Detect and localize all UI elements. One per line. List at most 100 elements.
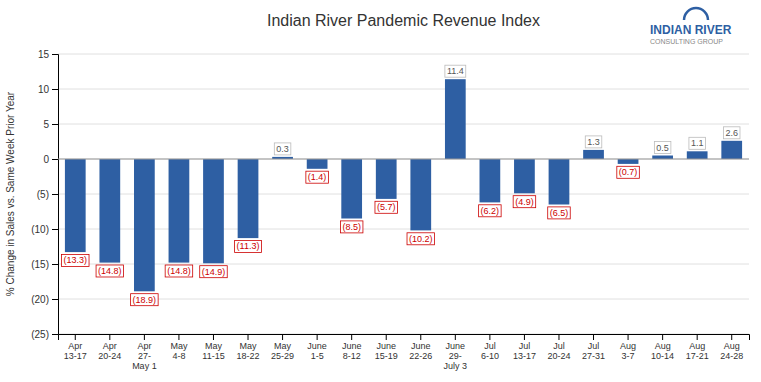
x-tick: June15-19 — [375, 334, 398, 361]
x-tick: June22-26 — [409, 334, 432, 361]
logo-arc — [684, 8, 708, 20]
data-label-box — [585, 136, 602, 148]
y-tick-label: (20) — [31, 294, 49, 305]
x-tick: May11-15 — [202, 334, 224, 361]
data-label-box — [548, 207, 571, 219]
bar — [376, 159, 397, 199]
bar — [480, 159, 501, 202]
grid-line — [58, 299, 749, 300]
x-tick-label: June8-12 — [342, 341, 362, 361]
x-tick: May4-8 — [170, 334, 188, 361]
data-labels: (13.3) (14.8) (18.9) (14.8) (14.9) (11.3) 0.3 (… — [62, 65, 740, 305]
x-tick-label: Apr20-24 — [98, 341, 121, 361]
data-label: (11.3) — [237, 241, 260, 251]
x-tick-mark — [386, 334, 387, 340]
data-label: (14.9) — [202, 267, 226, 277]
bar — [238, 159, 259, 238]
grid-line — [58, 229, 749, 230]
data-label: (6.5) — [550, 208, 569, 218]
y-tick: 5 — [43, 119, 58, 130]
bar — [65, 159, 86, 252]
y-tick-label: (5) — [37, 189, 49, 200]
bar — [341, 159, 362, 219]
x-tick: Aug10-14 — [651, 334, 674, 361]
data-label: 1.1 — [691, 138, 704, 148]
y-tick: (20) — [31, 294, 58, 305]
x-tick-mark — [75, 334, 76, 340]
bar — [307, 159, 328, 169]
data-label-group: (8.5) — [340, 221, 363, 233]
data-label-box — [62, 254, 90, 266]
y-tick: (5) — [37, 189, 58, 200]
data-label: (14.8) — [98, 266, 122, 276]
y-tick: 15 — [38, 49, 58, 60]
data-label-box — [274, 143, 291, 155]
data-label-group: 0.3 — [274, 143, 291, 155]
data-label-group: (14.8) — [165, 265, 193, 277]
data-label: (18.9) — [133, 295, 157, 305]
bar — [203, 159, 224, 263]
data-label-box — [654, 142, 671, 154]
data-label-box — [617, 166, 640, 178]
x-tick-mark — [351, 334, 352, 340]
x-tick-mark — [317, 334, 318, 340]
y-tick: (25) — [31, 329, 58, 340]
data-label: 2.6 — [725, 128, 738, 138]
data-label: (1.4) — [308, 172, 327, 182]
y-axis: (25)(20)(15)(10)(5)051015 — [31, 49, 58, 340]
x-tick: June8-12 — [342, 334, 362, 361]
data-label-box — [200, 266, 228, 278]
bar — [99, 159, 120, 263]
y-tick-label: 15 — [38, 49, 50, 60]
x-tick-label: May11-15 — [202, 341, 224, 361]
data-label-group: (1.4) — [306, 171, 329, 183]
data-label-group: (0.7) — [617, 166, 640, 178]
data-label-group: (11.3) — [235, 240, 262, 252]
data-label-group: (10.2) — [407, 233, 435, 245]
x-tick-label: Aug3-7 — [620, 341, 636, 361]
x-tick-label: June29-July 3 — [444, 341, 468, 371]
y-tick-label: (15) — [31, 259, 49, 270]
logo: INDIAN RIVERCONSULTING GROUP — [650, 8, 732, 45]
logo-subline: CONSULTING GROUP — [650, 38, 723, 45]
title: Indian River Pandemic Revenue Index — [267, 12, 540, 29]
x-tick-mark — [628, 334, 629, 340]
data-label-group: (6.2) — [479, 205, 502, 217]
x-tick-label: June1-5 — [307, 341, 327, 361]
data-label: (13.3) — [64, 255, 88, 265]
x-axis-line — [59, 335, 750, 341]
bar — [134, 159, 155, 291]
x-tick-mark — [178, 334, 179, 340]
data-label-box — [306, 171, 329, 183]
data-label-group: (14.8) — [96, 265, 124, 277]
x-tick: May25-29 — [271, 334, 294, 361]
y-tick-label: 10 — [38, 84, 50, 95]
data-label-box — [165, 265, 193, 277]
x-tick-label: Apr27-May 1 — [132, 341, 157, 371]
x-tick-label: May18-22 — [237, 341, 260, 361]
bar — [169, 159, 190, 263]
x-tick: Apr27-May 1 — [132, 334, 157, 371]
x-tick-label: May4-8 — [170, 341, 188, 361]
y-tick-mark — [52, 159, 58, 160]
x-tick-label: June15-19 — [375, 341, 398, 361]
x-tick-mark — [144, 334, 145, 340]
x-tick: Aug17-21 — [686, 334, 709, 361]
data-label-group: (13.3) — [62, 254, 90, 266]
data-label-group: (14.9) — [200, 266, 228, 278]
x-tick-mark — [558, 334, 559, 340]
bar — [721, 141, 742, 159]
x-tick: June1-5 — [307, 334, 327, 361]
data-label-group: 1.3 — [585, 136, 602, 148]
data-label-box — [445, 65, 466, 77]
y-tick-mark — [52, 264, 58, 265]
data-label: (0.7) — [619, 167, 638, 177]
data-label-group: (6.5) — [548, 207, 571, 219]
x-tick: Jul27-31 — [582, 334, 605, 361]
x-tick: Aug24-28 — [720, 334, 743, 361]
data-label-box — [131, 294, 159, 306]
bar — [549, 159, 570, 205]
bar — [618, 159, 639, 164]
y-tick-mark — [52, 334, 58, 335]
zero-line — [58, 159, 749, 160]
